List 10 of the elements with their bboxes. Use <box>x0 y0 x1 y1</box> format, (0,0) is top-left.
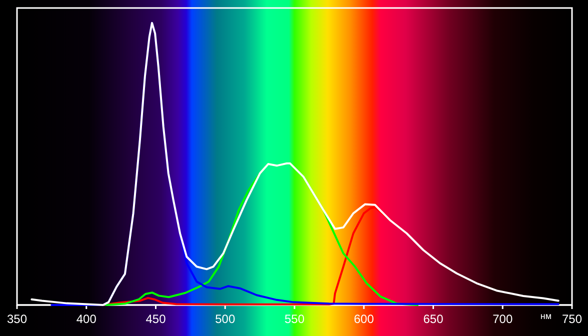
x-tick-label: 350 <box>6 312 28 326</box>
x-tick-label: 650 <box>423 312 444 326</box>
x-tick-label: 700 <box>492 312 513 326</box>
x-tick-label: 400 <box>76 312 97 326</box>
x-tick-label: 450 <box>146 312 166 326</box>
x-tick-label: 550 <box>284 312 305 326</box>
x-axis-title: нм <box>540 311 552 321</box>
x-tick-label: 600 <box>354 312 374 326</box>
x-tick-label: 750 <box>562 312 582 326</box>
x-tick-label: 500 <box>215 312 236 326</box>
